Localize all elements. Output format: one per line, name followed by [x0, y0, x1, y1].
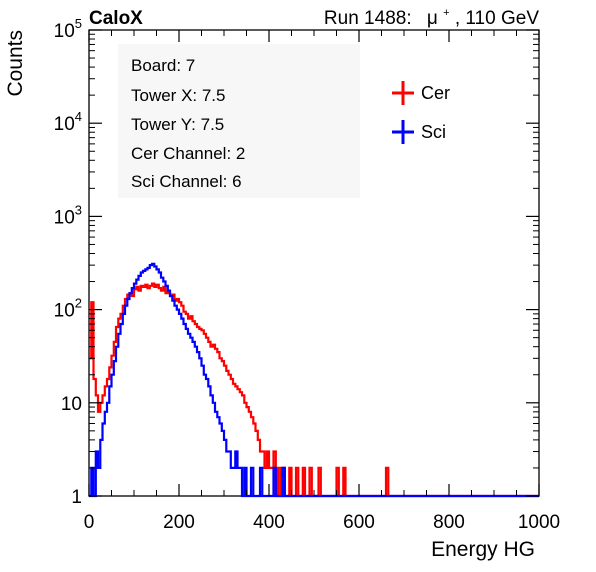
y-axis-ticks: 1 10 102 103 104 105: [54, 16, 539, 508]
x-tick-label: 600: [343, 512, 375, 533]
y-tick-label: 102: [54, 296, 82, 322]
y-tick-label: 103: [54, 202, 82, 228]
info-cer-channel: Cer Channel: 2: [131, 144, 245, 163]
y-tick-label: 10: [61, 394, 82, 415]
experiment-label: CaloX: [89, 8, 143, 29]
series-sci-line: [89, 262, 539, 498]
run-number: Run 1488:: [324, 8, 412, 29]
x-tick-label: 400: [253, 512, 285, 533]
legend-cer-marker: [392, 81, 414, 105]
x-tick-label: 200: [163, 512, 195, 533]
info-sci-channel: Sci Channel: 6: [131, 172, 242, 191]
beam-charge: +: [443, 7, 449, 19]
series-cer-line: [89, 282, 539, 498]
beam-particle: μ: [427, 8, 438, 29]
info-box-background: [118, 44, 360, 198]
x-tick-label: 800: [433, 512, 465, 533]
series-layer: [89, 262, 539, 498]
x-axis-label: Energy HG: [431, 538, 535, 561]
x-tick-label: 0: [84, 512, 95, 533]
legend-sci-label: Sci: [421, 122, 446, 142]
legend-sci-marker: [392, 120, 414, 144]
y-tick-label: 105: [54, 16, 82, 42]
legend: Cer Sci: [392, 81, 450, 144]
legend-cer-label: Cer: [421, 83, 450, 103]
info-box: Board: 7 Tower X: 7.5 Tower Y: 7.5 Cer C…: [131, 56, 245, 191]
info-tower-x: Tower X: 7.5: [131, 86, 226, 105]
y-tick-label: 1: [71, 487, 82, 508]
info-tower-y: Tower Y: 7.5: [131, 115, 224, 134]
beam-energy: , 110 GeV: [455, 8, 539, 29]
info-board: Board: 7: [131, 56, 195, 75]
y-tick-label: 104: [54, 109, 82, 135]
y-axis-label: Counts: [4, 30, 27, 97]
run-label: Run 1488: μ + , 110 GeV: [324, 0, 539, 29]
x-tick-label: 1000: [518, 512, 560, 533]
x-axis-ticks: 0 200 400 600 800 1000: [84, 30, 560, 533]
